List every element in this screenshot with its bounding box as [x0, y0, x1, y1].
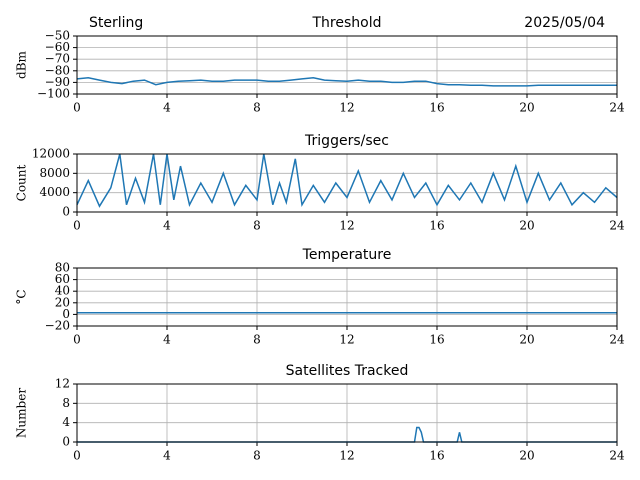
y-tick-label: 4: [62, 415, 70, 429]
y-tick-label: −20: [45, 319, 70, 333]
axes-frame: [76, 383, 618, 443]
x-tick-label: 20: [519, 101, 534, 115]
data-line: [76, 153, 618, 208]
y-tick-label: 80: [55, 261, 70, 275]
axes-frame: [76, 35, 618, 95]
x-tick-label: 20: [519, 449, 534, 463]
chart-title: Temperature: [302, 247, 392, 263]
x-tick-label: 12: [339, 219, 354, 233]
x-tick-label: 0: [73, 449, 81, 463]
chart-title-left: Sterling: [89, 15, 143, 31]
x-tick-label: 8: [253, 333, 261, 347]
chart-title-right: 2025/05/04: [524, 15, 605, 31]
y-tick-label: −100: [37, 87, 70, 101]
y-tick-label: 60: [55, 272, 70, 286]
x-tick-label: 24: [609, 333, 625, 347]
y-tick-label: 40: [55, 284, 70, 298]
y-tick-label: −50: [45, 29, 70, 43]
x-tick-label: 20: [519, 219, 534, 233]
x-tick-label: 4: [163, 449, 171, 463]
y-tick-label: 12000: [32, 147, 70, 161]
x-tick-label: 16: [429, 219, 444, 233]
x-tick-label: 0: [73, 333, 81, 347]
y-tick-label: −60: [45, 40, 70, 54]
axes-frame: [76, 153, 618, 213]
y-tick-label: 0: [62, 307, 70, 321]
x-tick-label: 4: [163, 219, 171, 233]
x-tick-label: 24: [609, 219, 625, 233]
y-tick-label: −70: [45, 52, 70, 66]
x-tick-label: 12: [339, 449, 354, 463]
x-tick-label: 0: [73, 101, 81, 115]
y-tick-label: 0: [62, 205, 70, 219]
x-tick-label: 16: [429, 101, 444, 115]
x-tick-label: 16: [429, 333, 444, 347]
data-line: [77, 426, 617, 443]
x-tick-label: 12: [339, 333, 354, 347]
y-axis-label: Number: [15, 388, 29, 438]
x-tick-label: 0: [73, 219, 81, 233]
x-tick-label: 8: [253, 449, 261, 463]
y-axis-label: dBm: [15, 50, 29, 79]
x-tick-label: 4: [163, 101, 171, 115]
axes-frame: [76, 267, 618, 327]
x-tick-label: 24: [609, 101, 625, 115]
y-tick-label: −90: [45, 75, 70, 89]
data-line: [76, 77, 617, 87]
y-tick-label: −80: [45, 63, 70, 77]
x-tick-label: 20: [519, 333, 534, 347]
y-axis-label: Count: [15, 164, 29, 201]
y-tick-label: 20: [55, 295, 70, 309]
x-tick-label: 12: [339, 101, 354, 115]
y-axis-label: °C: [15, 289, 29, 304]
x-tick-label: 16: [429, 449, 444, 463]
x-tick-label: 8: [253, 101, 261, 115]
y-tick-label: 8000: [39, 166, 70, 180]
y-tick-label: 0: [62, 435, 70, 449]
chart-title: Threshold: [312, 15, 382, 31]
x-tick-label: 24: [609, 449, 625, 463]
chart-title: Triggers/sec: [304, 133, 389, 149]
y-tick-label: 4000: [39, 185, 70, 199]
y-tick-label: 8: [62, 396, 70, 410]
x-tick-label: 8: [253, 219, 261, 233]
x-tick-label: 4: [163, 333, 171, 347]
chart-title: Satellites Tracked: [286, 363, 409, 379]
y-tick-label: 12: [55, 377, 70, 391]
